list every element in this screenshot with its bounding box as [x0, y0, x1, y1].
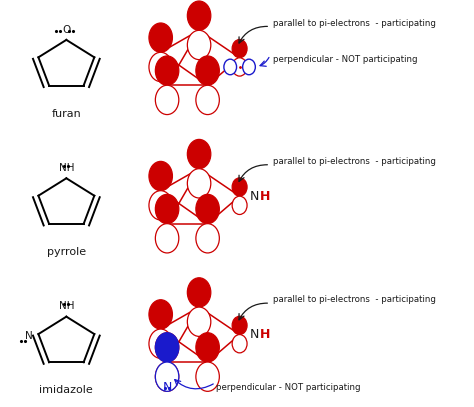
Ellipse shape — [155, 56, 179, 85]
Ellipse shape — [232, 58, 247, 76]
Ellipse shape — [155, 362, 179, 392]
Ellipse shape — [187, 1, 211, 30]
Ellipse shape — [187, 169, 211, 198]
Ellipse shape — [224, 59, 237, 75]
Text: N: N — [250, 190, 259, 203]
Text: NH: NH — [59, 163, 74, 173]
Ellipse shape — [196, 194, 219, 224]
Ellipse shape — [196, 333, 219, 362]
Ellipse shape — [232, 178, 247, 196]
Ellipse shape — [155, 224, 179, 253]
Ellipse shape — [149, 23, 173, 53]
Text: imidazole: imidazole — [39, 385, 93, 396]
Text: N: N — [25, 331, 33, 341]
Ellipse shape — [187, 31, 211, 60]
Text: parallel to pi-electrons  - participating: parallel to pi-electrons - participating — [273, 157, 436, 166]
Text: parallel to pi-electrons  - participating: parallel to pi-electrons - participating — [273, 295, 436, 304]
Text: N: N — [250, 328, 259, 341]
Ellipse shape — [232, 39, 247, 58]
Text: pyrrole: pyrrole — [47, 247, 86, 257]
Text: furan: furan — [52, 109, 81, 119]
Ellipse shape — [149, 300, 173, 329]
Text: H: H — [259, 190, 270, 203]
Text: perpendicular - NOT participating: perpendicular - NOT participating — [216, 383, 360, 392]
Text: O: O — [62, 25, 71, 35]
Ellipse shape — [149, 53, 173, 81]
Ellipse shape — [155, 85, 179, 115]
Text: parallel to pi-electrons  - participating: parallel to pi-electrons - participating — [273, 19, 436, 28]
Ellipse shape — [196, 224, 219, 253]
Ellipse shape — [232, 316, 247, 335]
Ellipse shape — [187, 139, 211, 168]
Ellipse shape — [196, 85, 219, 115]
Ellipse shape — [232, 335, 247, 353]
Text: NH: NH — [59, 301, 74, 311]
Ellipse shape — [155, 194, 179, 224]
Ellipse shape — [155, 362, 179, 392]
Ellipse shape — [155, 333, 179, 362]
Ellipse shape — [196, 362, 219, 392]
Text: N: N — [163, 381, 172, 394]
Ellipse shape — [196, 56, 219, 85]
Ellipse shape — [187, 307, 211, 336]
Ellipse shape — [155, 333, 179, 362]
Ellipse shape — [187, 278, 211, 307]
Text: perpendicular - NOT participating: perpendicular - NOT participating — [273, 55, 417, 64]
Ellipse shape — [243, 59, 255, 75]
Ellipse shape — [149, 190, 173, 220]
Ellipse shape — [232, 196, 247, 214]
Ellipse shape — [149, 161, 173, 190]
Ellipse shape — [149, 329, 173, 359]
Text: H: H — [259, 328, 270, 341]
